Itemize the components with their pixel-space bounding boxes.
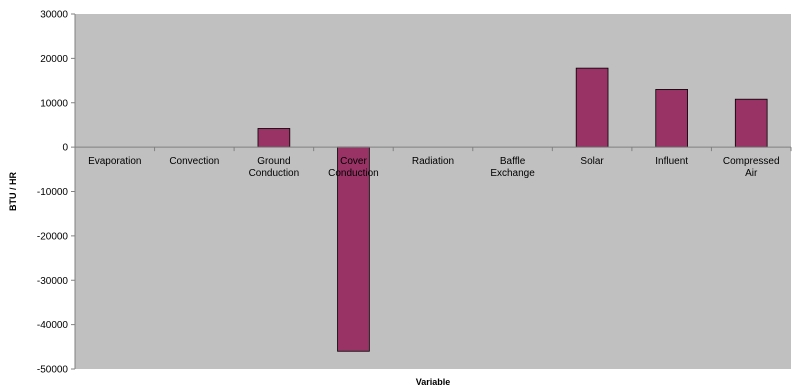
bar bbox=[734, 98, 768, 148]
x-category-label: Radiation bbox=[412, 156, 454, 167]
y-tick-label: -10000 bbox=[37, 187, 69, 198]
y-tick-label: 20000 bbox=[40, 54, 68, 65]
bar bbox=[337, 146, 370, 352]
y-tick-label: 10000 bbox=[40, 98, 68, 109]
y-tick-label: 0 bbox=[62, 143, 68, 154]
x-axis bbox=[74, 146, 792, 152]
x-category-label: Solar bbox=[580, 156, 604, 167]
bar bbox=[257, 128, 291, 148]
y-tick-label: -50000 bbox=[37, 365, 69, 376]
x-category-label: Influent bbox=[655, 156, 688, 167]
plot-area bbox=[75, 14, 791, 369]
x-category-label: Compressed Air bbox=[723, 156, 780, 179]
x-category-label: Ground Conduction bbox=[249, 156, 300, 179]
y-tick-label: -40000 bbox=[37, 320, 69, 331]
bars bbox=[257, 67, 768, 352]
y-axis: 30000 20000 10000 0 -10000 -20000 -30000 -40000… bbox=[37, 10, 75, 376]
x-axis-title: Variable bbox=[416, 377, 451, 387]
y-tick-label: 30000 bbox=[40, 10, 68, 21]
x-category-label: Cover Conduction bbox=[328, 156, 379, 179]
y-tick-label: -30000 bbox=[37, 276, 69, 287]
x-category-label: Evaporation bbox=[88, 156, 141, 167]
y-axis-title: BTU / HR bbox=[8, 172, 18, 211]
category-labels: Evaporation Convection Ground Conduction Cov… bbox=[88, 156, 779, 179]
y-tick-label: -20000 bbox=[37, 231, 69, 242]
x-category-label: Baffle Exchange bbox=[490, 156, 535, 179]
bar bbox=[655, 89, 688, 148]
x-category-label: Convection bbox=[169, 156, 219, 167]
bar bbox=[575, 67, 609, 148]
